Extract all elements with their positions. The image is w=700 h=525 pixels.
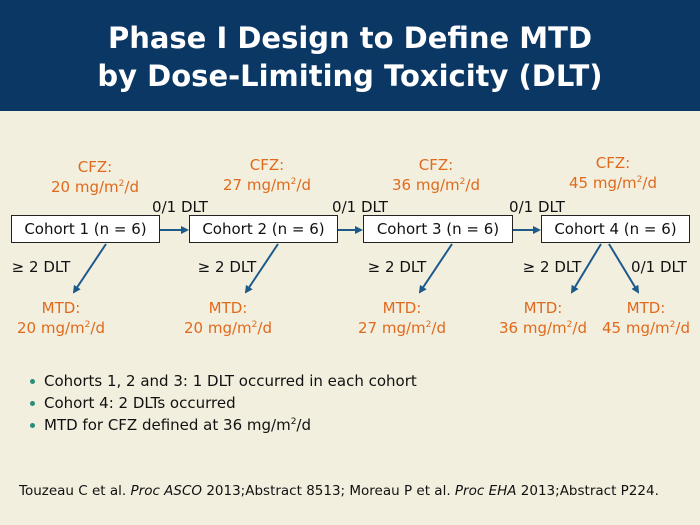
- escalate-3-4-label: 0/1 DLT: [509, 198, 565, 216]
- arrow-cohort-3-to-mtd: [418, 243, 453, 294]
- cohort-3-stop-label: ≥ 2 DLT: [367, 258, 427, 276]
- arrow-cohort-4-to-mtd-stop: [570, 243, 602, 294]
- cohort-1-mtd: MTD: 20 mg/m2/d: [17, 299, 105, 337]
- title-banner: Phase I Design to Define MTD by Dose-Lim…: [0, 0, 700, 111]
- cohort-1-dose: 20 mg/m2/d: [51, 178, 139, 196]
- cohort-4-mtd-final: MTD: 45 mg/m2/d: [602, 299, 690, 337]
- bullet-item: Cohorts 1, 2 and 3: 1 DLT occurred in ea…: [30, 370, 417, 392]
- cohort-1-dose-label: CFZ: 20 mg/m2/d: [20, 157, 170, 197]
- cohort-3-dose: 36 mg/m2/d: [392, 176, 480, 194]
- cohort-1-stop-label: ≥ 2 DLT: [11, 258, 71, 276]
- reference-citation: Touzeau C et al. Proc ASCO 2013;Abstract…: [19, 483, 659, 499]
- arrow-cohort-4-to-mtd-final: [608, 243, 640, 294]
- bullet-dot-icon: [30, 379, 35, 384]
- cohort-4-drug: CFZ:: [595, 154, 631, 172]
- escalate-2-3-label: 0/1 DLT: [332, 198, 388, 216]
- cohort-4-dose: 45 mg/m2/d: [569, 174, 657, 192]
- cohort-2-drug: CFZ:: [249, 156, 285, 174]
- cohort-4-stop-label: ≥ 2 DLT: [522, 258, 582, 276]
- cohort-2-mtd: MTD: 20 mg/m2/d: [184, 299, 272, 337]
- cohort-4-box: Cohort 4 (n = 6): [541, 215, 690, 243]
- escalate-1-2-label: 0/1 DLT: [152, 198, 208, 216]
- cohort-3-drug: CFZ:: [418, 156, 454, 174]
- bullet-dot-icon: [30, 423, 35, 428]
- cohort-3-mtd: MTD: 27 mg/m2/d: [358, 299, 446, 337]
- summary-bullets: Cohorts 1, 2 and 3: 1 DLT occurred in ea…: [30, 370, 417, 436]
- cohort-3-dose-label: CFZ: 36 mg/m2/d: [361, 155, 511, 195]
- arrow-cohort-1-to-mtd: [72, 243, 107, 294]
- bullet-item: Cohort 4: 2 DLTs occurred: [30, 392, 417, 414]
- slide-title-line-1: Phase I Design to Define MTD: [107, 21, 593, 55]
- cohort-2-dose: 27 mg/m2/d: [223, 176, 311, 194]
- cohort-3-box: Cohort 3 (n = 6): [363, 215, 513, 243]
- cohort-4-mtd-stop: MTD: 36 mg/m2/d: [499, 299, 587, 337]
- cohort-4-final-label: 0/1 DLT: [631, 258, 687, 276]
- slide-title-line-2: by Dose-Limiting Toxicity (DLT): [97, 59, 603, 93]
- cohort-4-dose-label: CFZ: 45 mg/m2/d: [538, 153, 688, 193]
- arrow-cohort-2-to-mtd: [244, 243, 279, 294]
- cohort-1-drug: CFZ:: [77, 158, 113, 176]
- cohort-2-stop-label: ≥ 2 DLT: [197, 258, 257, 276]
- cohort-2-dose-label: CFZ: 27 mg/m2/d: [192, 155, 342, 195]
- bullet-item: MTD for CFZ defined at 36 mg/m2/d: [30, 414, 417, 436]
- cohort-1-box: Cohort 1 (n = 6): [11, 215, 160, 243]
- cohort-2-box: Cohort 2 (n = 6): [189, 215, 338, 243]
- bullet-dot-icon: [30, 401, 35, 406]
